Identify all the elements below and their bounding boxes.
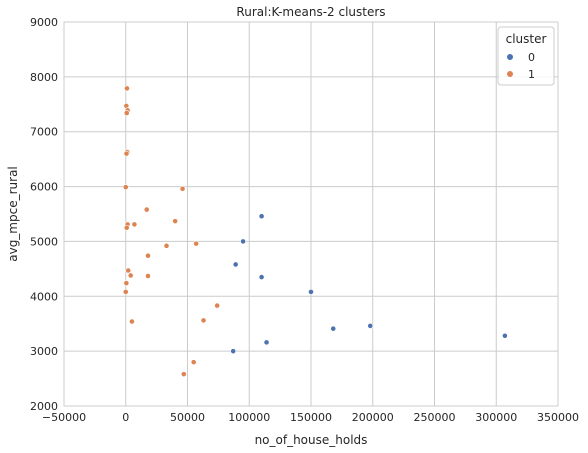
- data-point-cluster-1: [200, 317, 207, 324]
- data-points: [122, 85, 508, 378]
- legend-marker-cluster-1: [507, 71, 513, 77]
- data-point-cluster-1: [123, 224, 130, 231]
- data-point-cluster-1: [193, 240, 200, 247]
- data-point-cluster-1: [122, 184, 129, 191]
- y-tick-label: 5000: [30, 235, 58, 248]
- data-point-cluster-0: [232, 261, 239, 268]
- data-point-cluster-1: [123, 110, 130, 116]
- legend-label-cluster-0: 0: [528, 51, 535, 64]
- data-point-cluster-1: [145, 252, 151, 259]
- data-point-cluster-0: [367, 323, 374, 329]
- y-tick-labels: 2000 3000 4000 5000 6000 7000 8000 9000: [30, 16, 58, 413]
- x-tick-label: 150000: [290, 411, 332, 424]
- data-point-cluster-0: [330, 325, 337, 332]
- data-point-cluster-1: [125, 267, 132, 274]
- y-axis-label: avg_mpce_rural: [6, 166, 20, 262]
- x-tick-label: 200000: [352, 411, 394, 424]
- x-tick-label: 250000: [414, 411, 456, 424]
- x-tick-label: 0: [122, 411, 129, 424]
- data-point-cluster-0: [501, 332, 508, 339]
- y-tick-label: 6000: [30, 181, 58, 194]
- legend-label-cluster-1: 1: [528, 68, 535, 81]
- legend: cluster 0 1: [497, 26, 555, 86]
- x-tick-label: 100000: [228, 411, 270, 424]
- y-tick-label: 9000: [30, 16, 58, 29]
- data-point-cluster-1: [172, 218, 179, 225]
- y-tick-label: 7000: [30, 126, 58, 139]
- data-point-cluster-1: [129, 318, 135, 325]
- x-axis-label: no_of_house_holds: [255, 433, 368, 447]
- y-tick-label: 3000: [30, 345, 58, 358]
- grid: [63, 21, 559, 407]
- data-point-cluster-1: [190, 359, 197, 366]
- data-point-cluster-1: [163, 242, 170, 249]
- legend-title: cluster: [506, 32, 547, 46]
- x-tick-label: −50000: [42, 411, 86, 424]
- data-point-cluster-1: [143, 206, 150, 213]
- data-point-cluster-1: [180, 371, 187, 378]
- data-point-cluster-1: [214, 302, 221, 309]
- data-point-cluster-1: [123, 280, 130, 287]
- data-point-cluster-0: [258, 274, 265, 280]
- data-point-cluster-1: [145, 273, 151, 279]
- x-tick-labels: −50000 0 50000 100000 150000 200000 250000 3000…: [42, 411, 579, 424]
- data-point-cluster-0: [230, 348, 237, 355]
- x-tick-label: 300000: [475, 411, 517, 424]
- y-tick-label: 4000: [30, 290, 58, 303]
- data-point-cluster-1: [122, 288, 129, 295]
- legend-marker-cluster-0: [507, 54, 513, 60]
- y-tick-label: 8000: [30, 71, 58, 84]
- data-point-cluster-1: [127, 272, 134, 279]
- data-point-cluster-0: [258, 213, 265, 220]
- data-point-cluster-0: [263, 339, 270, 346]
- data-point-cluster-1: [131, 221, 138, 228]
- data-point-cluster-1: [124, 85, 130, 92]
- data-point-cluster-0: [240, 238, 246, 245]
- y-tick-label: 2000: [30, 400, 58, 413]
- legend-box: [497, 26, 555, 86]
- data-point-cluster-0: [308, 288, 314, 295]
- x-tick-label: 50000: [170, 411, 205, 424]
- chart-title: Rural:K-means-2 clusters: [236, 5, 385, 19]
- data-point-cluster-1: [179, 185, 186, 192]
- data-point-cluster-1: [123, 150, 130, 157]
- x-tick-label: 350000: [537, 411, 579, 424]
